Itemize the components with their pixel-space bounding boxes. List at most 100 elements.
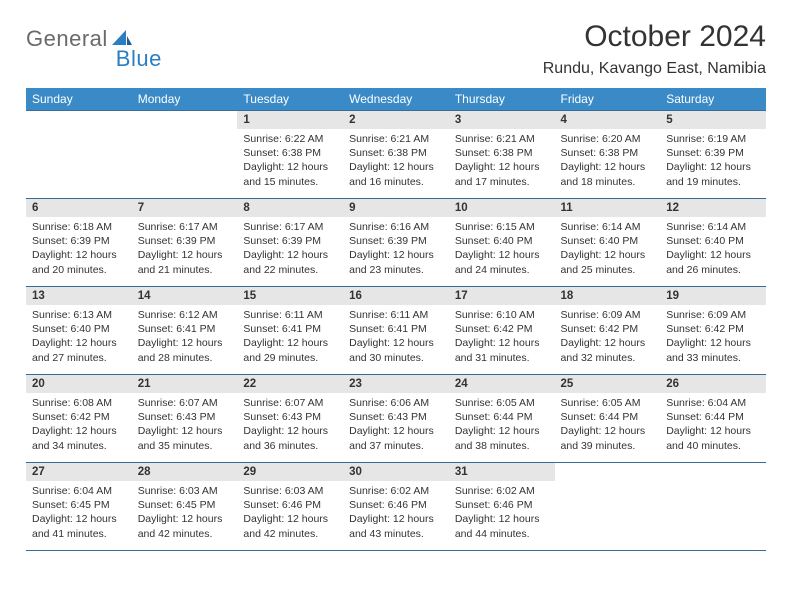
daylight-text: Daylight: 12 hours and 37 minutes.: [349, 424, 443, 452]
daylight-text: Daylight: 12 hours and 27 minutes.: [32, 336, 126, 364]
sunset-text: Sunset: 6:41 PM: [349, 322, 443, 336]
day-body: Sunrise: 6:05 AMSunset: 6:44 PMDaylight:…: [555, 393, 661, 457]
day-body: Sunrise: 6:04 AMSunset: 6:45 PMDaylight:…: [26, 481, 132, 545]
dow-header: Friday: [555, 88, 661, 111]
daylight-text: Daylight: 12 hours and 21 minutes.: [138, 248, 232, 276]
daylight-text: Daylight: 12 hours and 38 minutes.: [455, 424, 549, 452]
sunset-text: Sunset: 6:43 PM: [349, 410, 443, 424]
sunrise-text: Sunrise: 6:06 AM: [349, 396, 443, 410]
day-number: 28: [132, 463, 238, 481]
sunrise-text: Sunrise: 6:09 AM: [561, 308, 655, 322]
sunset-text: Sunset: 6:42 PM: [455, 322, 549, 336]
calendar-cell: 25Sunrise: 6:05 AMSunset: 6:44 PMDayligh…: [555, 375, 661, 463]
calendar-cell: 6Sunrise: 6:18 AMSunset: 6:39 PMDaylight…: [26, 199, 132, 287]
day-number: 12: [660, 199, 766, 217]
day-number: 14: [132, 287, 238, 305]
daylight-text: Daylight: 12 hours and 43 minutes.: [349, 512, 443, 540]
day-number: 10: [449, 199, 555, 217]
calendar-cell: 3Sunrise: 6:21 AMSunset: 6:38 PMDaylight…: [449, 111, 555, 199]
sunset-text: Sunset: 6:44 PM: [561, 410, 655, 424]
day-body: Sunrise: 6:09 AMSunset: 6:42 PMDaylight:…: [660, 305, 766, 369]
day-number: 22: [237, 375, 343, 393]
day-body: Sunrise: 6:22 AMSunset: 6:38 PMDaylight:…: [237, 129, 343, 193]
header: General Blue October 2024 Rundu, Kavango…: [26, 20, 766, 78]
calendar-cell: 4Sunrise: 6:20 AMSunset: 6:38 PMDaylight…: [555, 111, 661, 199]
day-number: 9: [343, 199, 449, 217]
day-body: Sunrise: 6:03 AMSunset: 6:45 PMDaylight:…: [132, 481, 238, 545]
calendar-cell: 18Sunrise: 6:09 AMSunset: 6:42 PMDayligh…: [555, 287, 661, 375]
calendar-cell: 14Sunrise: 6:12 AMSunset: 6:41 PMDayligh…: [132, 287, 238, 375]
sunset-text: Sunset: 6:46 PM: [349, 498, 443, 512]
sunrise-text: Sunrise: 6:17 AM: [243, 220, 337, 234]
sunrise-text: Sunrise: 6:02 AM: [349, 484, 443, 498]
sunrise-text: Sunrise: 6:07 AM: [138, 396, 232, 410]
sunset-text: Sunset: 6:44 PM: [455, 410, 549, 424]
day-body: Sunrise: 6:14 AMSunset: 6:40 PMDaylight:…: [660, 217, 766, 281]
dow-header: Thursday: [449, 88, 555, 111]
calendar-cell: 5Sunrise: 6:19 AMSunset: 6:39 PMDaylight…: [660, 111, 766, 199]
daylight-text: Daylight: 12 hours and 17 minutes.: [455, 160, 549, 188]
day-number: 29: [237, 463, 343, 481]
sunrise-text: Sunrise: 6:22 AM: [243, 132, 337, 146]
daylight-text: Daylight: 12 hours and 22 minutes.: [243, 248, 337, 276]
sunrise-text: Sunrise: 6:13 AM: [32, 308, 126, 322]
day-body: Sunrise: 6:12 AMSunset: 6:41 PMDaylight:…: [132, 305, 238, 369]
sunset-text: Sunset: 6:40 PM: [561, 234, 655, 248]
sunrise-text: Sunrise: 6:18 AM: [32, 220, 126, 234]
day-number: 6: [26, 199, 132, 217]
location-label: Rundu, Kavango East, Namibia: [543, 60, 766, 78]
sunrise-text: Sunrise: 6:10 AM: [455, 308, 549, 322]
day-body: Sunrise: 6:09 AMSunset: 6:42 PMDaylight:…: [555, 305, 661, 369]
calendar-cell: [660, 463, 766, 551]
calendar-cell: 11Sunrise: 6:14 AMSunset: 6:40 PMDayligh…: [555, 199, 661, 287]
sunrise-text: Sunrise: 6:21 AM: [455, 132, 549, 146]
calendar-cell: 31Sunrise: 6:02 AMSunset: 6:46 PMDayligh…: [449, 463, 555, 551]
daylight-text: Daylight: 12 hours and 40 minutes.: [666, 424, 760, 452]
calendar-cell: 27Sunrise: 6:04 AMSunset: 6:45 PMDayligh…: [26, 463, 132, 551]
calendar-cell: 24Sunrise: 6:05 AMSunset: 6:44 PMDayligh…: [449, 375, 555, 463]
daylight-text: Daylight: 12 hours and 16 minutes.: [349, 160, 443, 188]
sunset-text: Sunset: 6:40 PM: [455, 234, 549, 248]
calendar-row: 1Sunrise: 6:22 AMSunset: 6:38 PMDaylight…: [26, 111, 766, 199]
calendar-cell: 15Sunrise: 6:11 AMSunset: 6:41 PMDayligh…: [237, 287, 343, 375]
daylight-text: Daylight: 12 hours and 28 minutes.: [138, 336, 232, 364]
calendar-row: 27Sunrise: 6:04 AMSunset: 6:45 PMDayligh…: [26, 463, 766, 551]
calendar-cell: 23Sunrise: 6:06 AMSunset: 6:43 PMDayligh…: [343, 375, 449, 463]
day-number: 17: [449, 287, 555, 305]
calendar-cell: [132, 111, 238, 199]
sunrise-text: Sunrise: 6:09 AM: [666, 308, 760, 322]
day-number: 27: [26, 463, 132, 481]
day-body: Sunrise: 6:16 AMSunset: 6:39 PMDaylight:…: [343, 217, 449, 281]
daylight-text: Daylight: 12 hours and 44 minutes.: [455, 512, 549, 540]
calendar-table: Sunday Monday Tuesday Wednesday Thursday…: [26, 88, 766, 551]
sunrise-text: Sunrise: 6:02 AM: [455, 484, 549, 498]
calendar-cell: 22Sunrise: 6:07 AMSunset: 6:43 PMDayligh…: [237, 375, 343, 463]
day-number: 13: [26, 287, 132, 305]
day-number: 5: [660, 111, 766, 129]
sunrise-text: Sunrise: 6:12 AM: [138, 308, 232, 322]
dow-header: Tuesday: [237, 88, 343, 111]
calendar-cell: 2Sunrise: 6:21 AMSunset: 6:38 PMDaylight…: [343, 111, 449, 199]
day-number: 26: [660, 375, 766, 393]
title-block: October 2024 Rundu, Kavango East, Namibi…: [543, 20, 766, 78]
sunrise-text: Sunrise: 6:19 AM: [666, 132, 760, 146]
sunrise-text: Sunrise: 6:14 AM: [666, 220, 760, 234]
sunrise-text: Sunrise: 6:20 AM: [561, 132, 655, 146]
daylight-text: Daylight: 12 hours and 24 minutes.: [455, 248, 549, 276]
day-body: Sunrise: 6:11 AMSunset: 6:41 PMDaylight:…: [343, 305, 449, 369]
daylight-text: Daylight: 12 hours and 33 minutes.: [666, 336, 760, 364]
day-body: Sunrise: 6:15 AMSunset: 6:40 PMDaylight:…: [449, 217, 555, 281]
day-number: 8: [237, 199, 343, 217]
day-body: Sunrise: 6:03 AMSunset: 6:46 PMDaylight:…: [237, 481, 343, 545]
day-body: Sunrise: 6:14 AMSunset: 6:40 PMDaylight:…: [555, 217, 661, 281]
day-body: Sunrise: 6:18 AMSunset: 6:39 PMDaylight:…: [26, 217, 132, 281]
sunrise-text: Sunrise: 6:07 AM: [243, 396, 337, 410]
sunrise-text: Sunrise: 6:04 AM: [666, 396, 760, 410]
sunset-text: Sunset: 6:42 PM: [32, 410, 126, 424]
calendar-cell: 13Sunrise: 6:13 AMSunset: 6:40 PMDayligh…: [26, 287, 132, 375]
sunrise-text: Sunrise: 6:03 AM: [243, 484, 337, 498]
dow-header: Sunday: [26, 88, 132, 111]
day-number: 15: [237, 287, 343, 305]
day-body: Sunrise: 6:06 AMSunset: 6:43 PMDaylight:…: [343, 393, 449, 457]
daylight-text: Daylight: 12 hours and 34 minutes.: [32, 424, 126, 452]
